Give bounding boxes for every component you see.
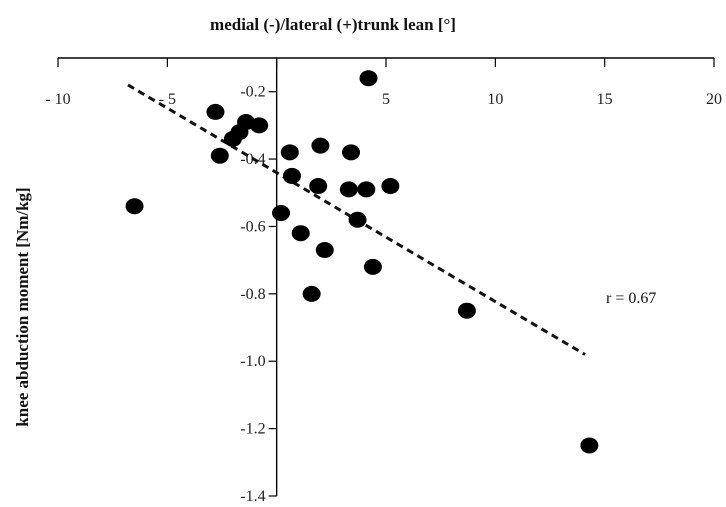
data-point xyxy=(359,70,378,87)
axes: - 10- 5 5 10 15 20-0.2-0.4-0.6-0.8-1.0-1.2-1… xyxy=(45,57,722,505)
data-point xyxy=(280,144,299,161)
data-point xyxy=(291,225,310,242)
data-point xyxy=(357,181,376,198)
x-tick-label: - 10 xyxy=(45,91,70,108)
x-tick-label: 15 xyxy=(597,91,613,108)
data-point xyxy=(125,198,144,215)
data-point xyxy=(339,181,358,198)
data-point xyxy=(206,103,225,120)
data-point xyxy=(315,242,334,259)
x-tick-label: - 5 xyxy=(159,91,176,108)
correlation-annotation: r = 0.67 xyxy=(606,290,656,307)
y-tick-label: -1.2 xyxy=(240,421,265,438)
data-point xyxy=(363,258,382,275)
x-tick-label: 5 xyxy=(382,91,390,108)
y-tick-label: -1.0 xyxy=(240,353,265,370)
data-point xyxy=(311,137,330,154)
chart-title: medial (-)/lateral (+)trunk lean [°] xyxy=(210,15,456,34)
data-point xyxy=(250,117,269,134)
data-point xyxy=(309,178,328,195)
data-point xyxy=(348,211,367,228)
y-axis-label: knee abduction moment [Nm/kg] xyxy=(13,187,32,426)
data-point xyxy=(302,285,321,302)
data-point xyxy=(272,204,291,221)
data-point xyxy=(342,144,361,161)
data-point xyxy=(457,302,476,319)
data-point xyxy=(282,167,301,184)
data-point xyxy=(580,437,599,454)
y-tick-label: -1.4 xyxy=(240,488,265,505)
x-tick-label: 20 xyxy=(706,91,722,108)
y-tick-label: -0.8 xyxy=(240,286,265,303)
y-tick-label: -0.2 xyxy=(240,84,265,101)
x-tick-label: 10 xyxy=(487,91,503,108)
data-point xyxy=(210,147,229,164)
data-point xyxy=(381,178,400,195)
data-points xyxy=(125,70,599,454)
y-tick-label: -0.6 xyxy=(240,218,265,235)
